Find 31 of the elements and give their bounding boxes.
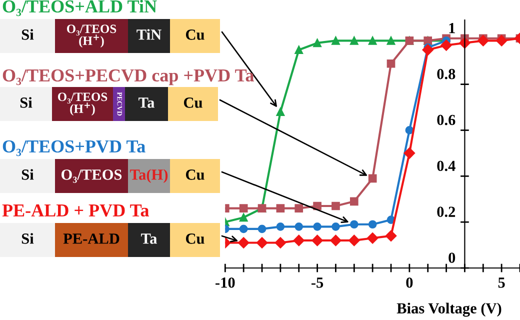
x-tick-label: -10 xyxy=(216,277,235,288)
text: PE-ALD xyxy=(63,234,120,244)
text: PE-ALD + PVD Ta xyxy=(2,204,149,217)
text: O₃/TEOS (H$^{+}$) xyxy=(58,92,108,116)
x-tick-label: -5 xyxy=(311,278,324,288)
y-tick-label: 0.4 xyxy=(437,160,456,172)
text: O₃/TEOS+PECVD cap +PVD Ta xyxy=(2,69,254,86)
text: Si xyxy=(20,97,32,108)
text: O₃/TEOS xyxy=(62,170,122,183)
text: O₃/TEOS+ALD TiN xyxy=(2,0,157,16)
x-tick-label: 0 xyxy=(406,277,413,288)
x-tick-label: 5 xyxy=(498,278,505,288)
text: O₃/TEOS+PVD Ta xyxy=(2,140,146,156)
y-tick-label: 0.8 xyxy=(437,68,456,80)
text: Cu xyxy=(186,170,204,180)
text: Ta xyxy=(138,98,154,108)
x-axis-title: Bias Voltage (V) xyxy=(396,302,502,317)
text: Si xyxy=(22,233,34,244)
text: Si xyxy=(22,169,34,180)
text: Ta(H) xyxy=(130,169,168,183)
y-tick-label: 0 xyxy=(448,252,456,263)
text: Si xyxy=(22,29,34,40)
y-tick-label: 1 xyxy=(449,23,455,34)
text: Ta xyxy=(141,234,157,244)
text: O₃/TEOS (H$^{+}$) xyxy=(66,24,116,48)
text: Cu xyxy=(184,98,202,108)
text: Cu xyxy=(186,30,204,40)
y-tick-label: 0.2 xyxy=(437,206,456,218)
y-tick-label: 0.6 xyxy=(437,114,456,126)
text: Cu xyxy=(186,234,204,244)
text: TiN xyxy=(136,29,162,40)
